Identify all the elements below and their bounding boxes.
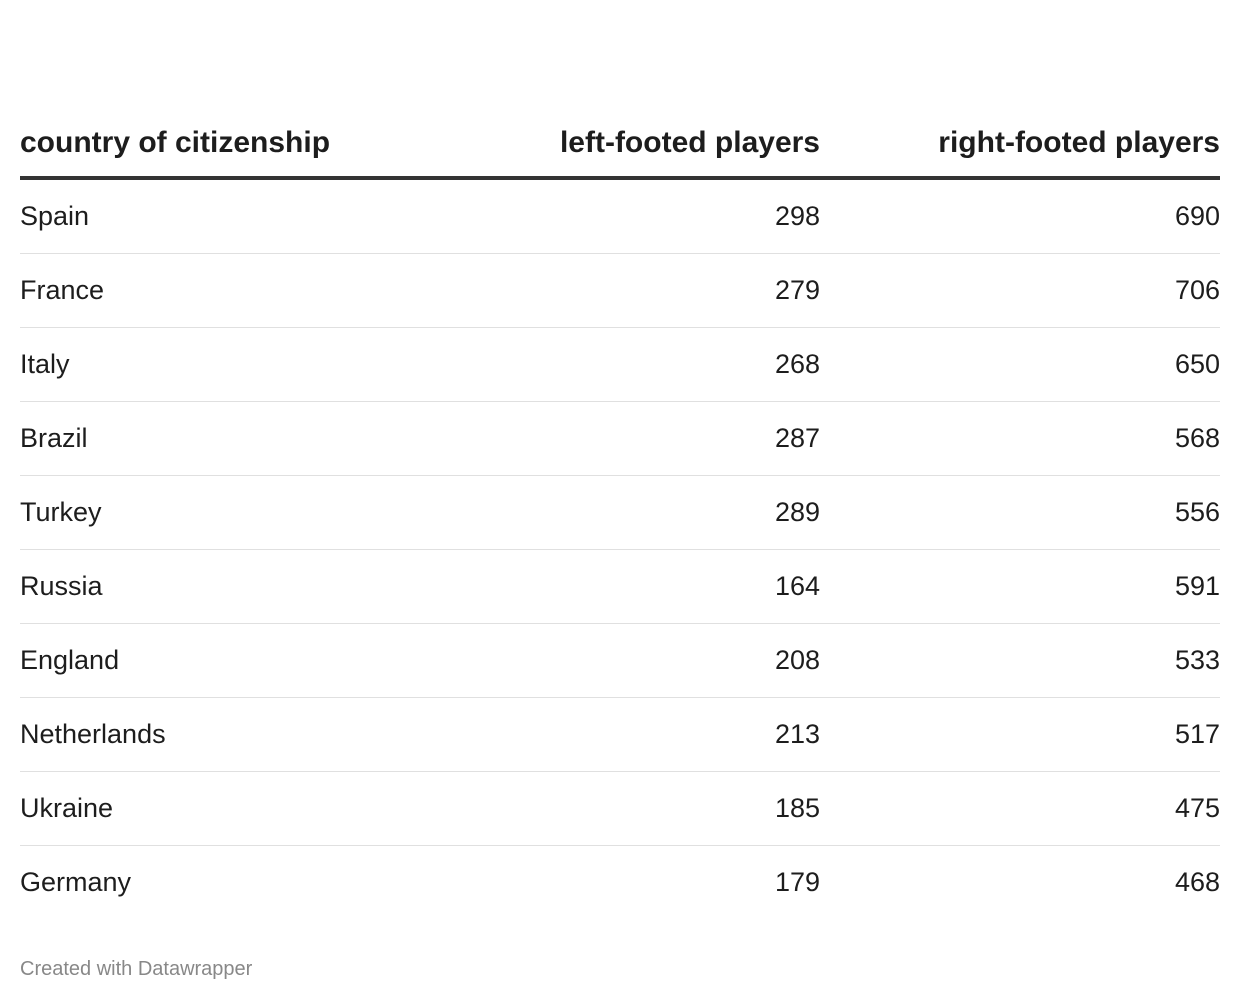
cell-country: Netherlands xyxy=(20,697,420,772)
table-row: Italy 268 650 xyxy=(20,327,1220,402)
footer-credit: Created with Datawrapper xyxy=(20,958,253,980)
cell-right-footed: 475 xyxy=(820,771,1220,846)
cell-country: Ukraine xyxy=(20,771,420,846)
cell-right-footed: 591 xyxy=(820,549,1220,624)
cell-right-footed: 690 xyxy=(820,178,1220,254)
column-header-right-footed: right-footed players xyxy=(820,110,1220,180)
cell-right-footed: 533 xyxy=(820,623,1220,698)
column-header-country: country of citizenship xyxy=(20,110,420,180)
cell-left-footed: 164 xyxy=(420,549,820,624)
cell-right-footed: 517 xyxy=(820,697,1220,772)
cell-country: France xyxy=(20,253,420,328)
table-row: Germany 179 468 xyxy=(20,846,1220,920)
table-row: Spain 298 690 xyxy=(20,178,1220,254)
cell-country: Italy xyxy=(20,327,420,402)
table-body: Spain 298 690 France 279 706 Italy 268 650 Brazil… xyxy=(20,178,1220,919)
table-row: Turkey 289 556 xyxy=(20,475,1220,550)
cell-right-footed: 706 xyxy=(820,253,1220,328)
cell-country: England xyxy=(20,623,420,698)
cell-right-footed: 568 xyxy=(820,401,1220,476)
cell-country: Spain xyxy=(20,178,420,254)
cell-country: Brazil xyxy=(20,401,420,476)
cell-left-footed: 289 xyxy=(420,475,820,550)
cell-country: Russia xyxy=(20,549,420,624)
header-row: country of citizenship left-footed playe… xyxy=(20,110,1220,180)
table-row: England 208 533 xyxy=(20,623,1220,698)
cell-right-footed: 468 xyxy=(1174,867,1220,897)
column-header-left-footed: left-footed players xyxy=(420,110,820,180)
cell-right-footed: 650 xyxy=(820,327,1220,402)
data-table-container: country of citizenship left-footed playe… xyxy=(20,110,1220,919)
table-row: Brazil 287 568 xyxy=(20,401,1220,476)
table-header: country of citizenship left-footed playe… xyxy=(20,110,1220,180)
cell-left-footed: 298 xyxy=(420,178,820,254)
table-row: Ukraine 185 475 xyxy=(20,771,1220,846)
table-row: Netherlands 213 517 xyxy=(20,697,1220,772)
cell-left-footed: 279 xyxy=(420,253,820,328)
cell-left-footed: 287 xyxy=(420,401,820,476)
cell-right-footed: 556 xyxy=(820,475,1220,550)
table-row: France 279 706 xyxy=(20,253,1220,328)
cell-country: Turkey xyxy=(20,475,420,550)
cell-left-footed: 213 xyxy=(420,697,820,772)
cell-left-footed: 179 xyxy=(774,867,820,897)
cell-left-footed: 268 xyxy=(420,327,820,402)
table-row: Russia 164 591 xyxy=(20,549,1220,624)
cell-left-footed: 185 xyxy=(420,771,820,846)
cell-country: Germany xyxy=(20,867,132,897)
data-table: country of citizenship left-footed playe… xyxy=(20,110,1220,919)
cell-left-footed: 208 xyxy=(420,623,820,698)
